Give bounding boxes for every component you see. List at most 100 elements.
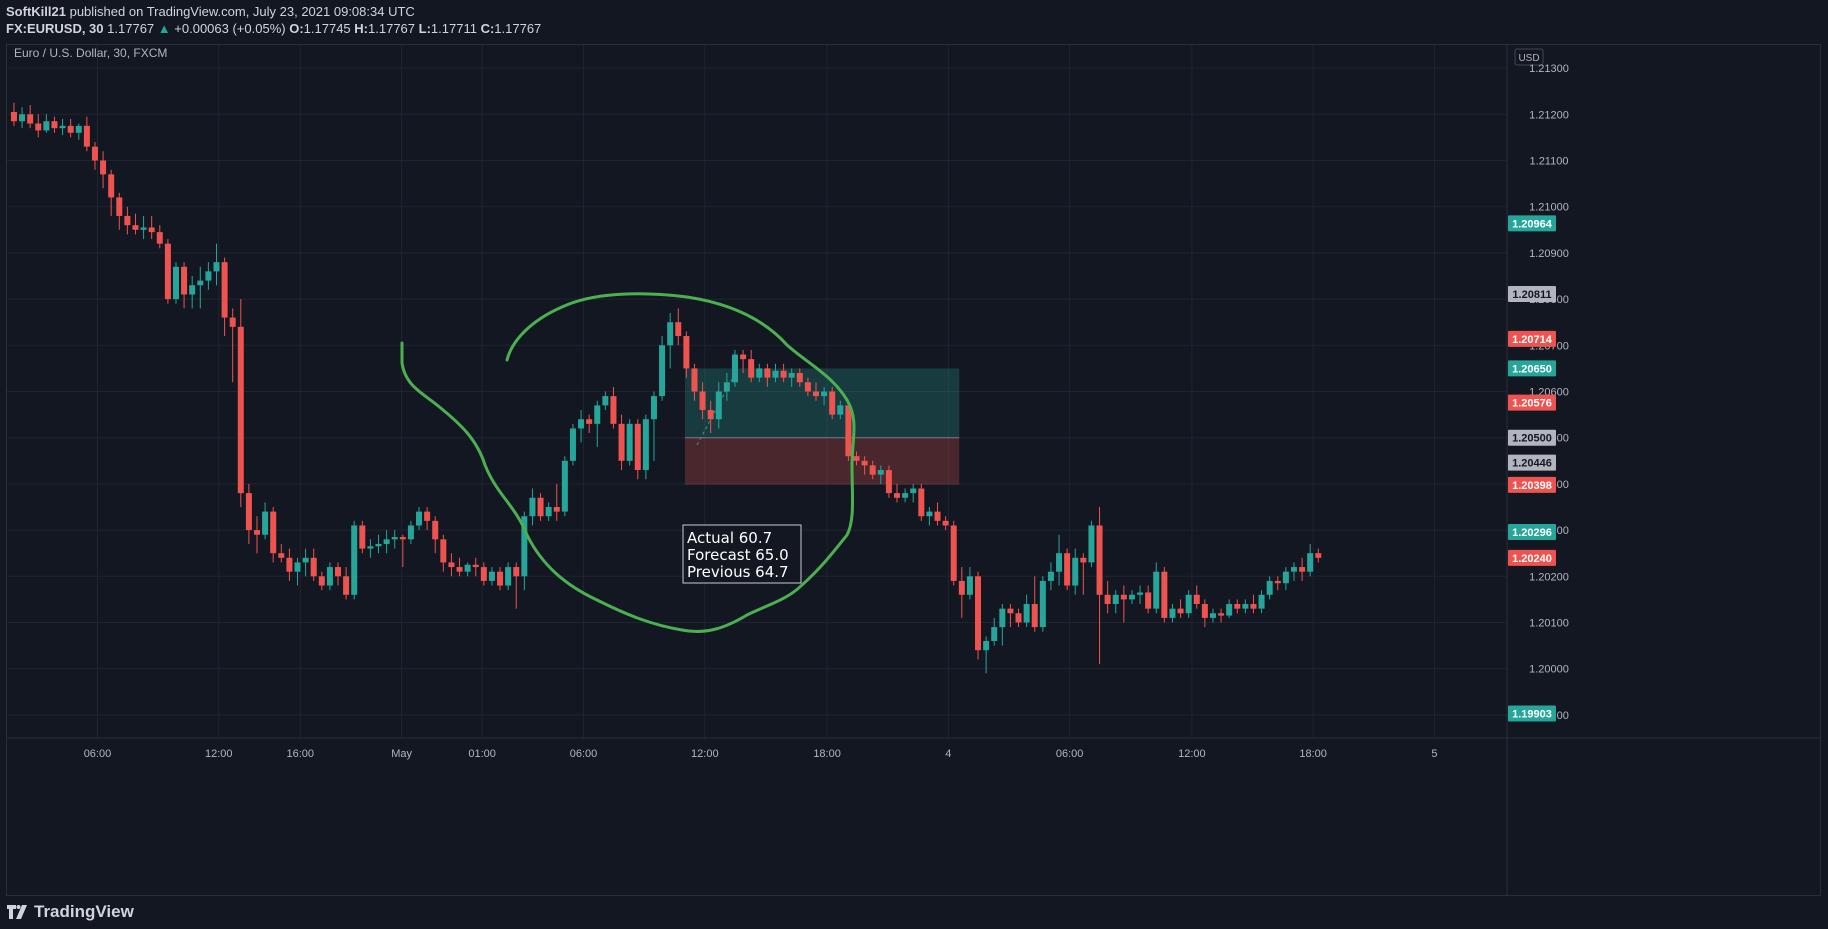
candle [1226,599,1233,618]
candle-body [894,493,901,498]
candle-body [1072,557,1079,586]
candle-body [675,322,682,337]
candle [407,520,414,544]
candle [804,377,811,397]
candle-body [812,391,819,397]
currency-badge[interactable]: USD [1514,48,1544,66]
price-label-bg [1508,454,1556,471]
price-labels: 1.20964 1.20811 1.20714 1.20650 1.20576 1.205… [1508,215,1556,722]
candlestick-chart[interactable]: Actual 60.7 Forecast 65.0 Previous 64.7 … [7,45,1820,895]
candle [659,336,666,401]
tradingview-footer[interactable]: TradingView [6,899,134,925]
candle-body [132,225,139,230]
candle [942,516,949,531]
candle [877,465,884,484]
candle-body [335,567,342,577]
candle-body [116,197,123,216]
candle-body [432,520,439,540]
candle-body [845,405,852,457]
candle [440,534,447,572]
candle [416,507,423,531]
candle [691,363,698,401]
candle-body [966,576,973,595]
candle-body [578,419,585,429]
price-label-bg [1508,476,1556,493]
candle [100,151,107,189]
candle-body [302,557,309,563]
candle-body [1145,592,1152,609]
candle [286,548,293,581]
candle [318,571,325,591]
candle-body [472,564,479,568]
candle-body [164,243,171,300]
symbol-info-bar: FX:EURUSD, 30 1.17767 ▲ +0.00063 (+0.05%… [6,21,541,36]
candle [164,239,171,304]
candle [51,116,58,133]
candle [1290,562,1297,581]
candle [310,548,317,581]
candle-body [1258,594,1265,609]
open-label: O: [289,21,304,36]
candle [756,363,763,383]
candle-body [618,423,625,461]
candle [1153,562,1160,614]
candle [642,414,649,480]
candle [1242,599,1249,614]
candle-body [1209,613,1216,618]
candle [578,409,585,443]
close-label: C: [480,21,495,36]
candle-body [480,567,487,581]
candle [1047,562,1054,591]
dashed-connector [696,369,738,446]
candle [83,116,90,152]
candle [837,400,844,420]
candle [1209,608,1216,623]
candle-body [19,114,26,122]
candle-body [1120,594,1127,600]
candle [983,636,990,674]
candle [1299,557,1306,581]
price-label: 1.20576 [1508,394,1556,411]
candle-body [100,160,107,175]
candle-body [1290,567,1297,572]
candle-body [553,507,560,512]
candle-body [181,266,188,295]
chart-area[interactable]: Actual 60.7 Forecast 65.0 Previous 64.7 … [6,44,1821,896]
candle-body [1047,571,1054,581]
time-tick-label: 06:00 [84,748,112,760]
time-tick-label: 16:00 [286,748,314,760]
candle-body [642,419,649,471]
candle [1307,543,1314,577]
candle-body [270,511,277,554]
price-label: 1.20240 [1508,549,1556,566]
candle [918,483,925,521]
author-name[interactable]: SoftKill21 [6,4,66,19]
candle-body [67,125,74,133]
high-value: 1.17767 [368,21,416,36]
candle [626,419,633,466]
candle [829,386,836,420]
candle [326,562,333,591]
chart-title: Euro / U.S. Dollar, 30, FXCM [14,46,167,60]
candle [367,539,374,558]
candle [788,368,795,387]
time-tick-label: 18:00 [813,748,841,760]
candle [132,213,139,235]
candle [610,386,617,429]
candle [683,331,690,378]
candle [1258,590,1265,614]
time-tick-label: May [391,748,412,760]
price-label: 1.20398 [1508,476,1556,493]
candle-body [650,396,657,420]
candle [124,206,131,235]
price-label: 1.20964 [1508,215,1556,232]
candle [19,107,26,129]
candle [594,400,601,447]
candle-body [1056,553,1063,572]
time-axis[interactable]: 06:00 12:00 16:00 May 01:00 06:00 12:00 18:00 4 0… [7,737,1820,760]
candle [537,493,544,521]
price-label: 1.20714 [1508,330,1556,347]
candle-body [1274,580,1281,584]
candle [116,192,123,230]
candle-body [448,562,455,568]
